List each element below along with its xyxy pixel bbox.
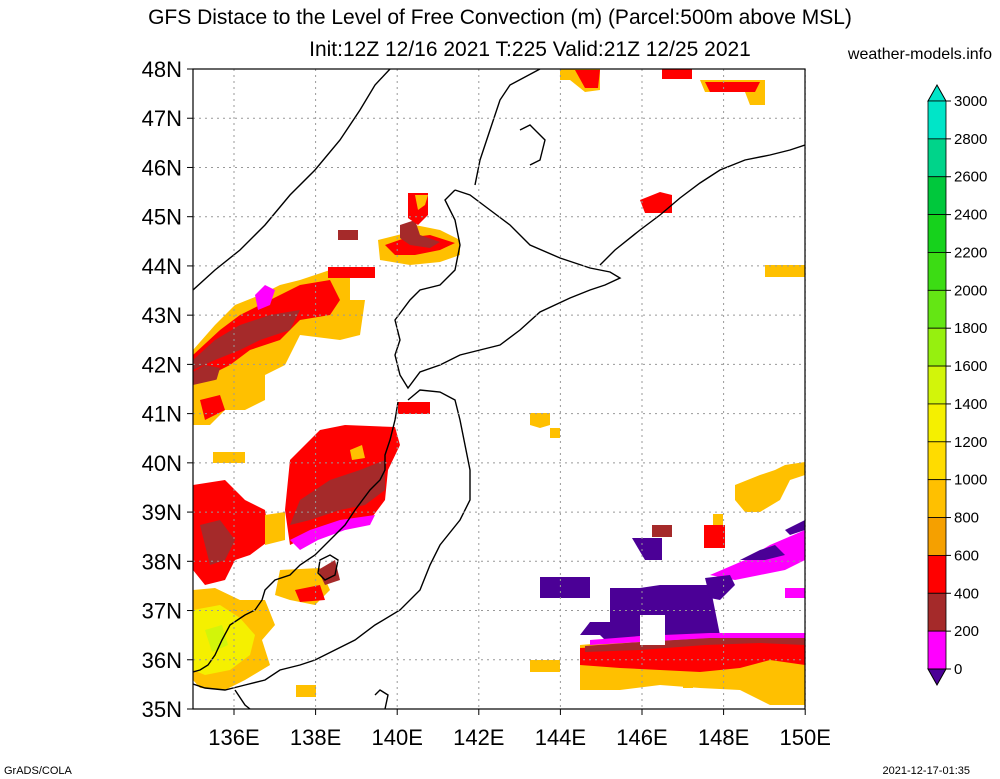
latitude-labels: 48N 47N 46N 45N 44N 43N 42N 41N 40N 39N 38N 37N 36N 3… — [142, 57, 193, 722]
longitude-labels: 136E 138E 140E 142E 144E 146E 148E 150E — [208, 709, 831, 750]
colorbar-segment — [927, 176, 947, 216]
lat-tick-label: 40N — [142, 451, 182, 476]
lon-tick-label: 146E — [616, 725, 667, 750]
site-label: weather-models.info — [847, 46, 992, 63]
colorbar-segment — [927, 555, 947, 594]
lat-tick-label: 45N — [142, 205, 182, 230]
lat-tick-label: 42N — [142, 352, 182, 377]
colorbar-label: 0 — [954, 661, 962, 678]
colorbar-segment — [927, 441, 947, 481]
lon-tick-label: 144E — [535, 725, 586, 750]
colorbar-bottom-arrow — [927, 668, 947, 687]
colorbar-segment — [927, 214, 947, 253]
lon-tick-label: 138E — [290, 725, 341, 750]
colorbar-label: 200 — [954, 623, 979, 640]
colorbar-segment — [927, 252, 947, 291]
colorbar-label: 800 — [954, 510, 979, 527]
lat-tick-label: 37N — [142, 599, 182, 624]
colorbar-label: 1600 — [954, 358, 987, 375]
colorbar-segment — [927, 517, 947, 556]
colorbar-label: 600 — [954, 547, 979, 564]
lat-tick-label: 46N — [142, 155, 182, 180]
colorbar-label: 1200 — [954, 434, 987, 451]
colorbar-label: 3000 — [954, 93, 987, 110]
colorbar-segment — [927, 100, 947, 140]
lat-tick-label: 44N — [142, 254, 182, 279]
lon-tick-label: 140E — [372, 725, 423, 750]
chart-subtitle: Init:12Z 12/16 2021 T:225 Valid:21Z 12/2… — [309, 38, 751, 61]
lon-tick-label: 142E — [453, 725, 504, 750]
colorbar-segment — [927, 592, 947, 632]
colorbar-segment — [927, 479, 947, 518]
lat-tick-label: 41N — [142, 402, 182, 427]
gridlines — [193, 68, 806, 710]
colorbar-label: 2400 — [954, 207, 987, 224]
colorbar-segment — [927, 630, 947, 670]
footer-software-label: GrADS/COLA — [4, 765, 72, 777]
colorbar-segment — [927, 403, 947, 443]
colorbar-label: 2800 — [954, 131, 987, 148]
colorbar-segment — [927, 327, 947, 367]
lon-tick-label: 148E — [698, 725, 749, 750]
colorbar-label: 1400 — [954, 396, 987, 413]
colorbar-top-arrow — [927, 83, 947, 102]
colorbar-label: 2200 — [954, 244, 987, 261]
lat-tick-label: 39N — [142, 500, 182, 525]
coastlines — [193, 69, 805, 709]
colorbar-segment — [927, 138, 947, 178]
footer-timestamp: 2021-12-17-01:35 — [882, 765, 970, 777]
lat-tick-label: 48N — [142, 57, 182, 82]
lat-tick-label: 38N — [142, 549, 182, 574]
colorbar-label: 2000 — [954, 282, 987, 299]
colorbar-segment — [927, 365, 947, 405]
colorbar-label: 400 — [954, 585, 979, 602]
colorbar-segment — [927, 289, 947, 329]
chart-title: GFS Distace to the Level of Free Convect… — [148, 6, 852, 29]
lat-tick-label: 47N — [142, 106, 182, 131]
colorbar-label: 2600 — [954, 169, 987, 186]
plot-frame — [192, 68, 806, 710]
lat-tick-label: 35N — [142, 697, 182, 722]
colorbar-label: 1000 — [954, 472, 987, 489]
lon-tick-label: 150E — [780, 725, 831, 750]
lat-tick-label: 43N — [142, 303, 182, 328]
lon-tick-label: 136E — [208, 725, 259, 750]
colorbar: 3000280026002400220020001800160014001200… — [927, 83, 987, 687]
convection-field — [193, 69, 805, 705]
colorbar-label: 1800 — [954, 320, 987, 337]
lat-tick-label: 36N — [142, 648, 182, 673]
